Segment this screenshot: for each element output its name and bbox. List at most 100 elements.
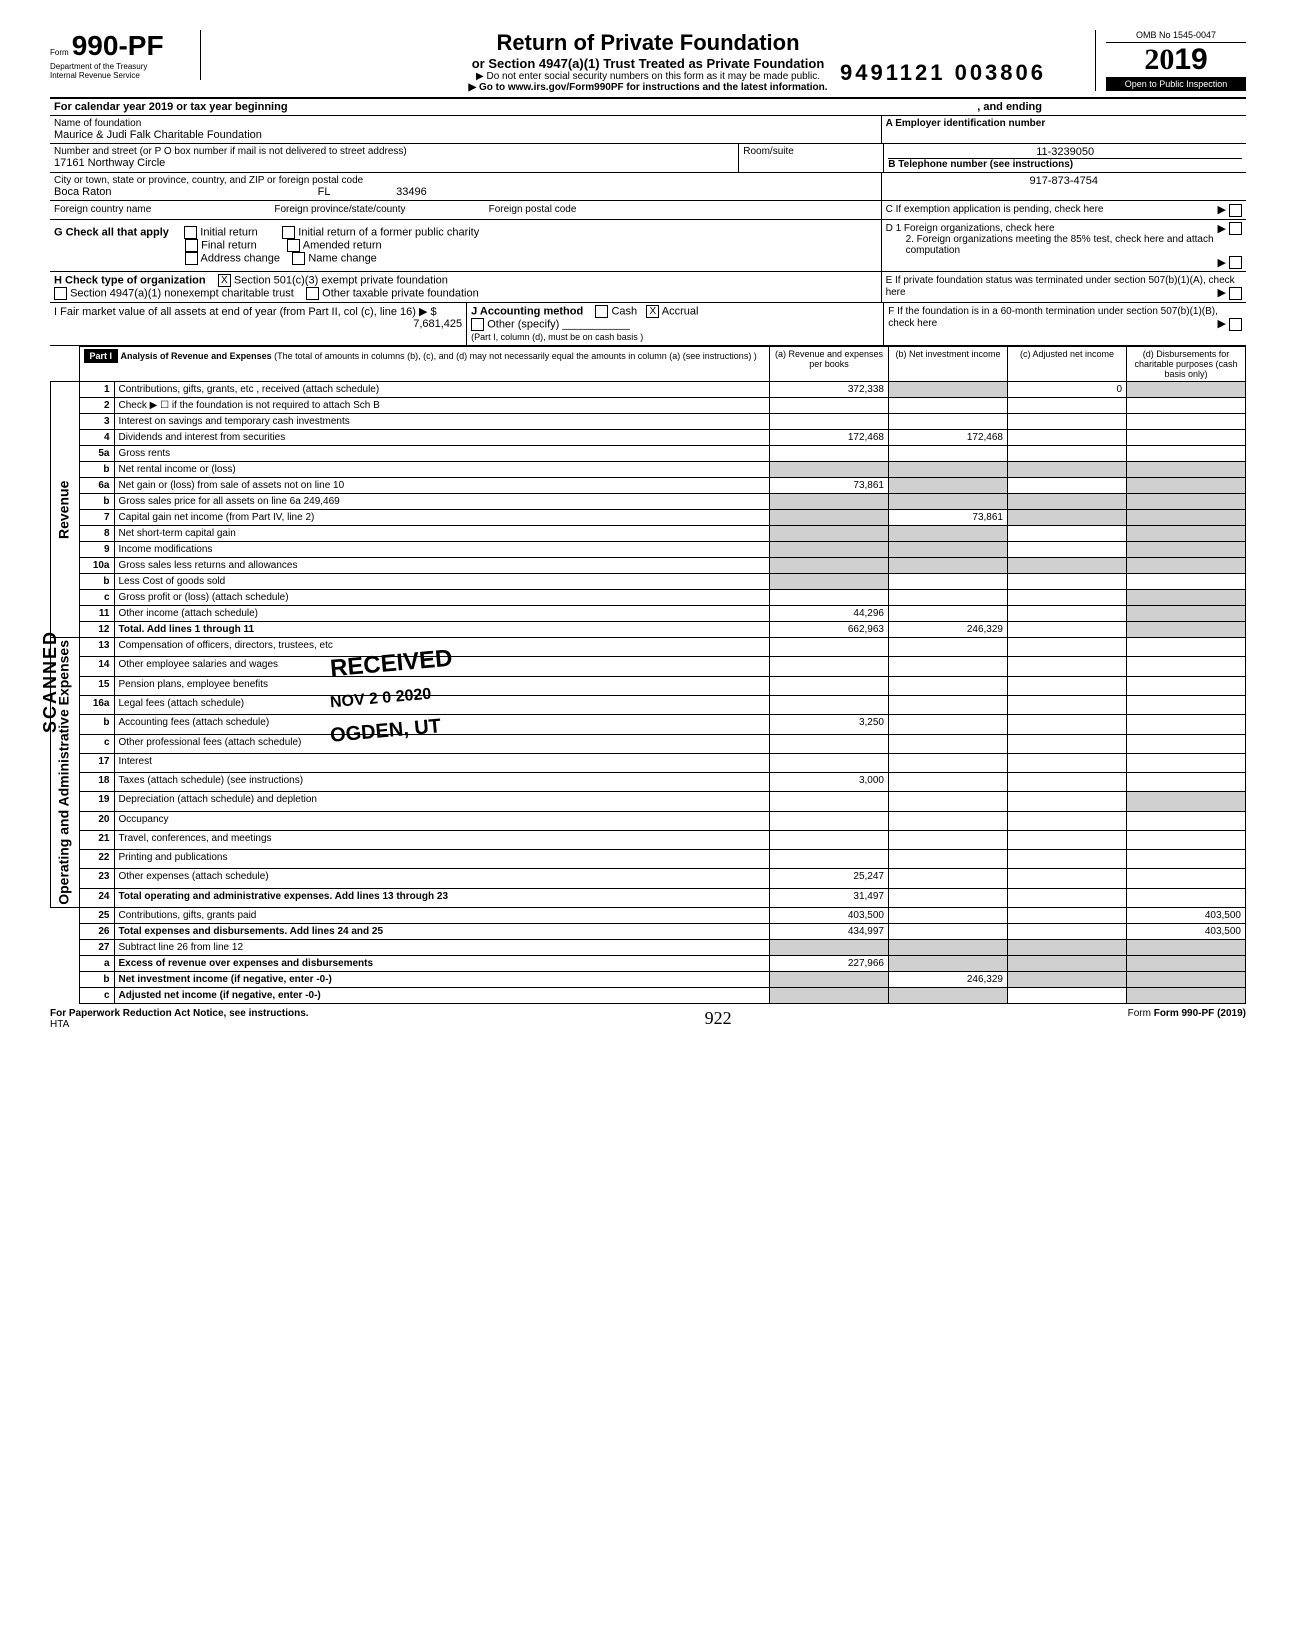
line-desc: Dividends and interest from securities [114,430,770,446]
line-val-a: 25,247 [770,869,889,888]
line-num: b [79,971,114,987]
g-initial-former-checkbox[interactable] [282,226,295,239]
j-other-checkbox[interactable] [471,318,484,331]
i-label: I Fair market value of all assets at end… [54,306,437,318]
line-val-d [1127,657,1246,676]
line-val-d [1127,676,1246,695]
line-val-b: 246,329 [889,622,1008,638]
line-num: c [79,987,114,1003]
line-val-a [770,574,889,590]
line-num: 22 [79,850,114,869]
line-val-b [889,955,1008,971]
line-val-c [1008,923,1127,939]
line-val-b [889,526,1008,542]
open-inspection: Open to Public Inspection [1106,77,1246,91]
line-desc: Total expenses and disbursements. Add li… [114,923,770,939]
d1-checkbox[interactable] [1229,222,1242,235]
line-val-a: 3,250 [770,715,889,734]
e-checkbox[interactable] [1229,287,1242,300]
line-val-d [1127,494,1246,510]
line-num: 7 [79,510,114,526]
footer-handwritten: 922 [705,1008,732,1030]
j-cash-checkbox[interactable] [595,305,608,318]
line-val-c [1008,971,1127,987]
line-val-b [889,715,1008,734]
line-val-c [1008,462,1127,478]
line-num: b [79,462,114,478]
line-val-c [1008,753,1127,772]
g-addr-change: Address change [201,252,281,264]
footer-paperwork: For Paperwork Reduction Act Notice, see … [50,1008,309,1019]
h-other-checkbox[interactable] [306,287,319,300]
line-val-a [770,494,889,510]
line-num: 21 [79,830,114,849]
line-num: 24 [79,888,114,907]
line-val-d [1127,414,1246,430]
j-other: Other (specify) [487,319,559,331]
line-val-c [1008,888,1127,907]
g-amended-checkbox[interactable] [287,239,300,252]
line-val-c [1008,830,1127,849]
line-val-c [1008,590,1127,606]
line-val-b: 246,329 [889,971,1008,987]
j-accrual-checkbox[interactable]: X [646,305,659,318]
form-header: Form 990-PF Department of the Treasury I… [50,30,1246,99]
g-name-checkbox[interactable] [292,252,305,265]
line-val-d [1127,939,1246,955]
g-addr-checkbox[interactable] [185,252,198,265]
c-label: C If exemption application is pending, c… [886,204,1104,215]
g-initial-checkbox[interactable] [184,226,197,239]
line-desc: Gross rents [114,446,770,462]
line-val-d [1127,638,1246,657]
line-num: 18 [79,773,114,792]
line-desc: Net investment income (if negative, ente… [114,971,770,987]
line-val-a [770,830,889,849]
line-num: 17 [79,753,114,772]
phone-value: 917-873-4754 [886,175,1242,187]
line-val-c [1008,676,1127,695]
line-val-b [889,542,1008,558]
line-val-d [1127,830,1246,849]
street: 17161 Northway Circle [54,157,734,169]
line-desc: Net rental income or (loss) [114,462,770,478]
f-checkbox[interactable] [1229,318,1242,331]
line-num: 4 [79,430,114,446]
line-num: 2 [79,398,114,414]
line-num: 9 [79,542,114,558]
line-val-b [889,574,1008,590]
line-num: a [79,955,114,971]
line-desc: Taxes (attach schedule) (see instruction… [114,773,770,792]
line-val-c [1008,955,1127,971]
part1-note: (The total of amounts in columns (b), (c… [274,351,757,361]
col-d-header: (d) Disbursements for charitable purpose… [1127,347,1246,382]
d2-checkbox[interactable] [1229,256,1242,269]
g-amended: Amended return [303,239,382,251]
line-val-a: 403,500 [770,907,889,923]
h-4947-checkbox[interactable] [54,287,67,300]
line-val-a [770,510,889,526]
name-label: Name of foundation [54,118,877,129]
g-final-checkbox[interactable] [185,239,198,252]
line-desc: Other employee salaries and wages [114,657,770,676]
tax-year: 2019 [1106,43,1246,77]
line-val-b [889,606,1008,622]
line-val-c [1008,494,1127,510]
line-val-c [1008,542,1127,558]
line-val-b [889,773,1008,792]
line-val-c [1008,715,1127,734]
c-checkbox[interactable] [1229,204,1242,217]
line-val-a [770,734,889,753]
line-desc: Net short-term capital gain [114,526,770,542]
line-val-d [1127,888,1246,907]
line-desc: Total operating and administrative expen… [114,888,770,907]
part1-header: Part I [84,349,119,363]
line-desc: Subtract line 26 from line 12 [114,939,770,955]
line-num: 15 [79,676,114,695]
line-val-c [1008,939,1127,955]
line-val-c [1008,657,1127,676]
h-501c3-checkbox[interactable]: X [218,274,231,287]
foreign-postal-label: Foreign postal code [489,204,577,215]
line-val-a [770,987,889,1003]
line-val-d: 403,500 [1127,923,1246,939]
line-val-a [770,753,889,772]
